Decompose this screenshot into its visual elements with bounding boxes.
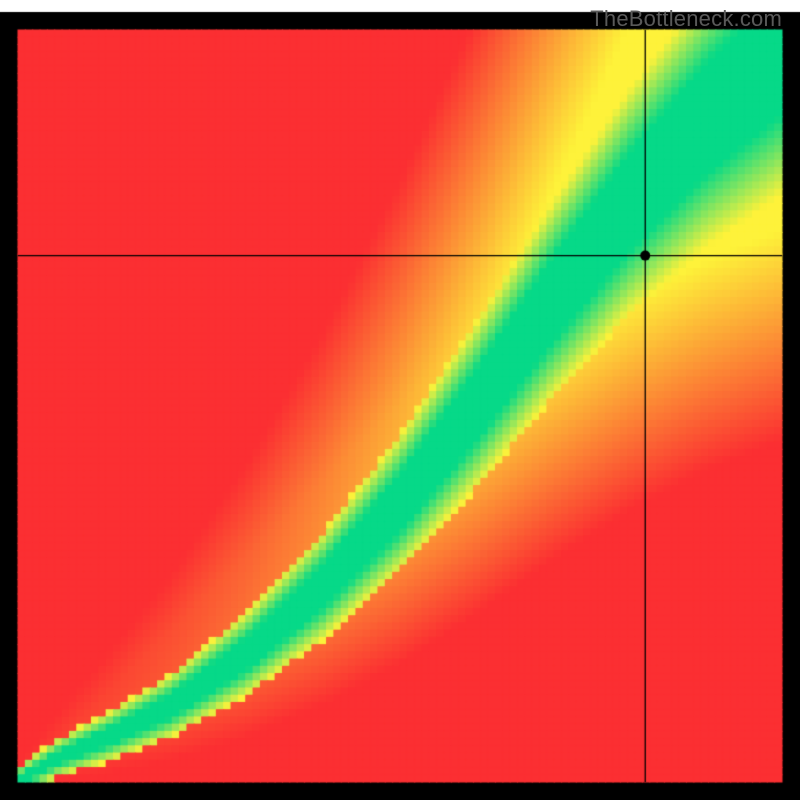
bottleneck-heatmap	[0, 0, 800, 800]
chart-container: { "watermark": "TheBottleneck.com", "cha…	[0, 0, 800, 800]
watermark-text: TheBottleneck.com	[590, 6, 782, 32]
